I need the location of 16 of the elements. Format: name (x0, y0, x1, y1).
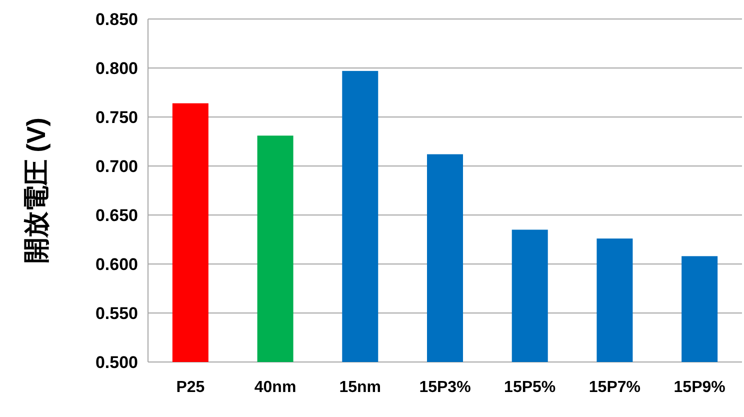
y-tick-label: 0.700 (95, 157, 138, 176)
x-tick-label: P25 (176, 379, 205, 396)
y-tick-label: 0.550 (95, 304, 138, 323)
x-tick-label: 15P5% (504, 379, 556, 396)
y-tick-label: 0.600 (95, 255, 138, 274)
x-tick-label: 40nm (254, 379, 296, 396)
x-tick-label: 15P9% (674, 379, 726, 396)
y-tick-label: 0.500 (95, 353, 138, 372)
y-axis-title: 開放電圧 (V) (21, 118, 51, 264)
x-tick-label: 15P7% (588, 379, 641, 396)
y-tick-label: 0.800 (95, 59, 138, 78)
y-tick-label: 0.850 (95, 10, 138, 29)
x-tick-label: 15nm (339, 379, 382, 396)
x-tick-label: 15P3% (419, 379, 471, 396)
y-tick-label: 0.750 (95, 108, 138, 127)
y-tick-label: 0.650 (95, 206, 138, 225)
